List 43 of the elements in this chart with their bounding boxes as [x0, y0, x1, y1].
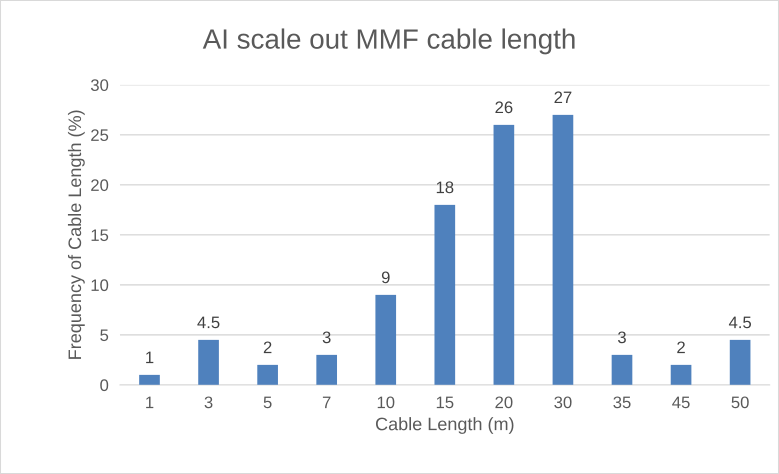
bar [375, 294, 396, 385]
y-tick-label: 20 [91, 179, 108, 192]
data-label: 4.5 [197, 316, 220, 328]
bar [139, 374, 160, 385]
x-axis-title: Cable Length (m) [376, 417, 514, 434]
x-tick-label: 15 [436, 396, 454, 408]
bar [257, 364, 278, 385]
x-tick-label: 30 [554, 396, 572, 408]
data-label: 18 [436, 181, 454, 194]
bar [494, 124, 514, 385]
data-label: 3 [618, 331, 626, 344]
data-label: 27 [554, 91, 572, 104]
bar [670, 364, 692, 385]
x-tick-label: 5 [264, 396, 272, 408]
x-tick-label: 35 [613, 396, 631, 408]
y-tick-label: 0 [100, 379, 108, 392]
x-tick-label: 10 [378, 396, 394, 408]
x-tick-label: 7 [322, 396, 330, 408]
data-label: 9 [382, 271, 390, 284]
y-tick-label: 30 [90, 79, 108, 92]
bar [552, 114, 574, 385]
y-tick-label: 25 [91, 129, 108, 142]
data-label: 1 [146, 352, 154, 364]
data-label: 2 [677, 341, 685, 354]
y-axis-title: Frequency of Cable Length (%) [68, 110, 85, 359]
x-tick-label: 3 [204, 396, 212, 408]
x-tick-label: 1 [146, 396, 154, 408]
data-label: 3 [322, 331, 331, 344]
data-label: 2 [264, 341, 272, 354]
y-tick-label: 10 [92, 279, 108, 292]
bar [612, 354, 632, 385]
bar [198, 340, 219, 385]
y-tick-label: 15 [92, 229, 108, 242]
bar [316, 354, 338, 385]
data-label: 26 [495, 101, 512, 114]
chart-title: AI scale out MMF cable length [202, 28, 575, 54]
y-tick-label: 5 [100, 329, 108, 342]
x-tick-label: 20 [495, 396, 512, 408]
bar [730, 340, 750, 385]
bar [434, 204, 456, 385]
x-tick-label: 50 [732, 396, 749, 408]
x-tick-label: 45 [672, 396, 690, 408]
data-label: 4.5 [728, 316, 752, 328]
